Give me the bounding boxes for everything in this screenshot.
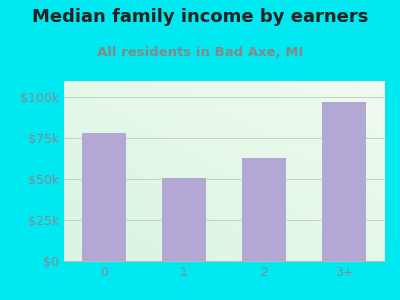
Bar bbox=[242, 158, 286, 261]
Bar bbox=[162, 178, 206, 261]
Text: Median family income by earners: Median family income by earners bbox=[32, 8, 368, 26]
Bar bbox=[322, 102, 366, 261]
Bar bbox=[82, 134, 126, 261]
Text: All residents in Bad Axe, MI: All residents in Bad Axe, MI bbox=[97, 46, 303, 59]
